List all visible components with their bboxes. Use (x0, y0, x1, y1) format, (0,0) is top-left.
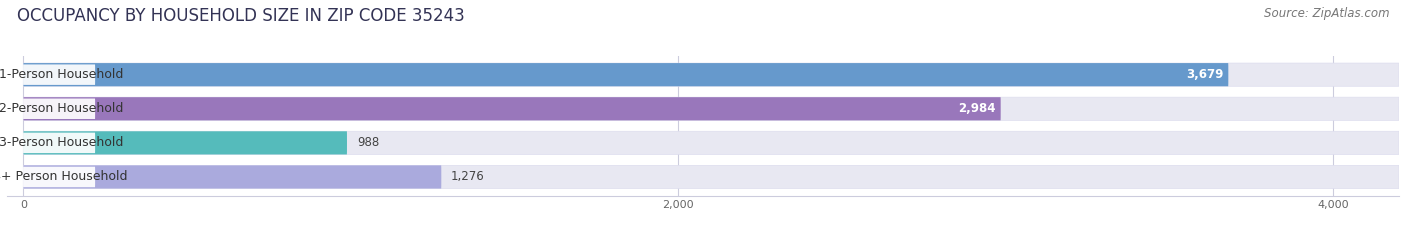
Text: 2-Person Household: 2-Person Household (0, 102, 122, 115)
FancyBboxPatch shape (24, 131, 347, 154)
Text: 2,984: 2,984 (959, 102, 995, 115)
FancyBboxPatch shape (24, 63, 1399, 86)
Text: 3,679: 3,679 (1187, 68, 1223, 81)
FancyBboxPatch shape (24, 131, 1399, 154)
Text: 3-Person Household: 3-Person Household (0, 136, 122, 149)
Text: 988: 988 (357, 136, 380, 149)
FancyBboxPatch shape (22, 65, 96, 85)
FancyBboxPatch shape (22, 167, 96, 187)
FancyBboxPatch shape (24, 97, 1399, 120)
FancyBboxPatch shape (24, 165, 1399, 188)
FancyBboxPatch shape (24, 97, 1001, 120)
Text: 4+ Person Household: 4+ Person Household (0, 171, 128, 183)
Text: 1-Person Household: 1-Person Household (0, 68, 122, 81)
FancyBboxPatch shape (22, 99, 96, 119)
FancyBboxPatch shape (24, 63, 1229, 86)
Text: OCCUPANCY BY HOUSEHOLD SIZE IN ZIP CODE 35243: OCCUPANCY BY HOUSEHOLD SIZE IN ZIP CODE … (17, 7, 464, 25)
Text: 1,276: 1,276 (451, 171, 485, 183)
Text: Source: ZipAtlas.com: Source: ZipAtlas.com (1264, 7, 1389, 20)
FancyBboxPatch shape (22, 133, 96, 153)
FancyBboxPatch shape (24, 165, 441, 188)
